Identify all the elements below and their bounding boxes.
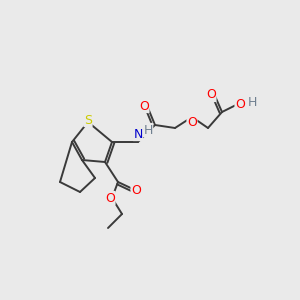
- Text: O: O: [206, 88, 216, 101]
- Text: O: O: [139, 100, 149, 112]
- Text: O: O: [105, 191, 115, 205]
- Text: S: S: [84, 113, 92, 127]
- Text: O: O: [235, 98, 245, 110]
- Text: O: O: [187, 116, 197, 130]
- Text: H: H: [143, 124, 153, 136]
- Text: O: O: [131, 184, 141, 196]
- Text: N: N: [133, 128, 143, 140]
- Text: H: H: [247, 95, 257, 109]
